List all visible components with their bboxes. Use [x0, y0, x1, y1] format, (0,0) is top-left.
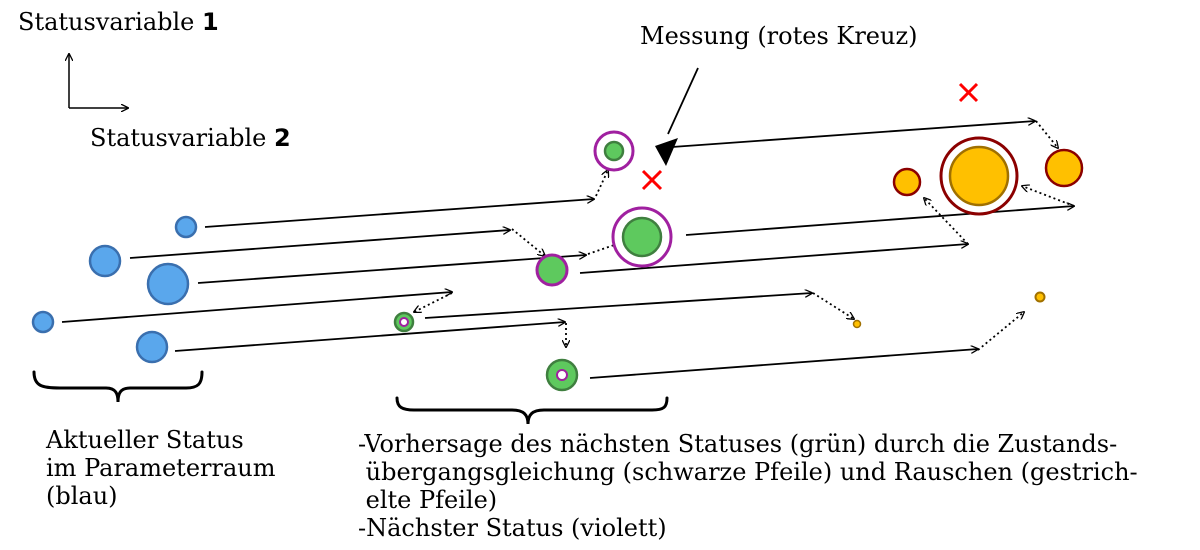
measurements	[641, 82, 979, 191]
predicted-state-circle	[603, 140, 625, 162]
prediction-caption: -Vorhersage des nächsten Statuses (grün)…	[358, 430, 1138, 542]
transition-arrow	[197, 255, 586, 284]
caption-line: elte Pfeile)	[358, 486, 498, 514]
final-state-circle	[892, 167, 922, 197]
brace-current	[32, 370, 204, 403]
noise-arrow	[511, 228, 545, 256]
transition-arrow	[129, 230, 510, 259]
transition-arrow	[174, 322, 565, 352]
measurement-pointer	[655, 67, 699, 166]
noise-arrow	[977, 312, 1024, 351]
transition-arrow	[61, 292, 452, 323]
final-state-circle	[852, 319, 862, 329]
caption-line: -Vorhersage des nächsten Statuses (grün)…	[358, 430, 1118, 458]
noise-arrow	[924, 198, 969, 245]
axis-label-1: Statusvariable 1	[18, 8, 219, 36]
caption-line: (blau)	[46, 482, 118, 510]
final-state-circle	[948, 145, 1010, 207]
transition-arrow	[589, 349, 978, 379]
braces	[32, 370, 669, 425]
caption-line: -Nächster Status (violett)	[358, 514, 667, 542]
measurement-cross	[958, 82, 979, 103]
current-state-circle	[174, 215, 198, 239]
noise-arrow	[414, 292, 453, 312]
transition-arrow	[204, 199, 594, 228]
transition-arrow	[424, 293, 812, 319]
predicted-state-circle	[535, 253, 569, 287]
transition-arrow	[579, 244, 968, 274]
current-state-circle	[146, 262, 190, 306]
predicted-states	[393, 130, 673, 392]
transition-arrow	[657, 121, 1035, 149]
measurement-cross	[641, 169, 663, 191]
transition-arrow	[685, 206, 1074, 236]
current-state-circle	[88, 244, 122, 278]
brace-prediction	[395, 396, 669, 425]
current-state-caption: Aktueller Status im Parameterraum (blau)	[46, 426, 346, 510]
transition-arrows	[61, 121, 1074, 379]
caption-line: im Parameterraum	[46, 454, 276, 482]
axes	[69, 54, 128, 108]
noise-arrows	[414, 120, 1075, 351]
predicted-state-circle	[621, 216, 663, 258]
axis-label-2: Statusvariable 2	[90, 124, 291, 152]
current-state-circle	[31, 310, 55, 334]
measurement-label: Messung (rotes Kreuz)	[640, 22, 918, 50]
noise-arrow	[1022, 186, 1075, 207]
noise-arrow	[587, 243, 620, 255]
final-state-circle	[1044, 148, 1084, 188]
final-state-circle	[1034, 291, 1046, 303]
next-state-circle	[556, 369, 568, 381]
next-state-circle	[399, 317, 409, 327]
noise-arrow	[812, 292, 854, 319]
final-states	[852, 136, 1084, 329]
current-states	[31, 215, 198, 364]
current-state-circle	[135, 330, 169, 364]
noise-arrow	[595, 170, 608, 197]
noise-arrow	[1035, 120, 1058, 148]
caption-line: übergangsgleichung (schwarze Pfeile) und…	[358, 458, 1138, 486]
caption-line: Aktueller Status	[46, 426, 244, 454]
